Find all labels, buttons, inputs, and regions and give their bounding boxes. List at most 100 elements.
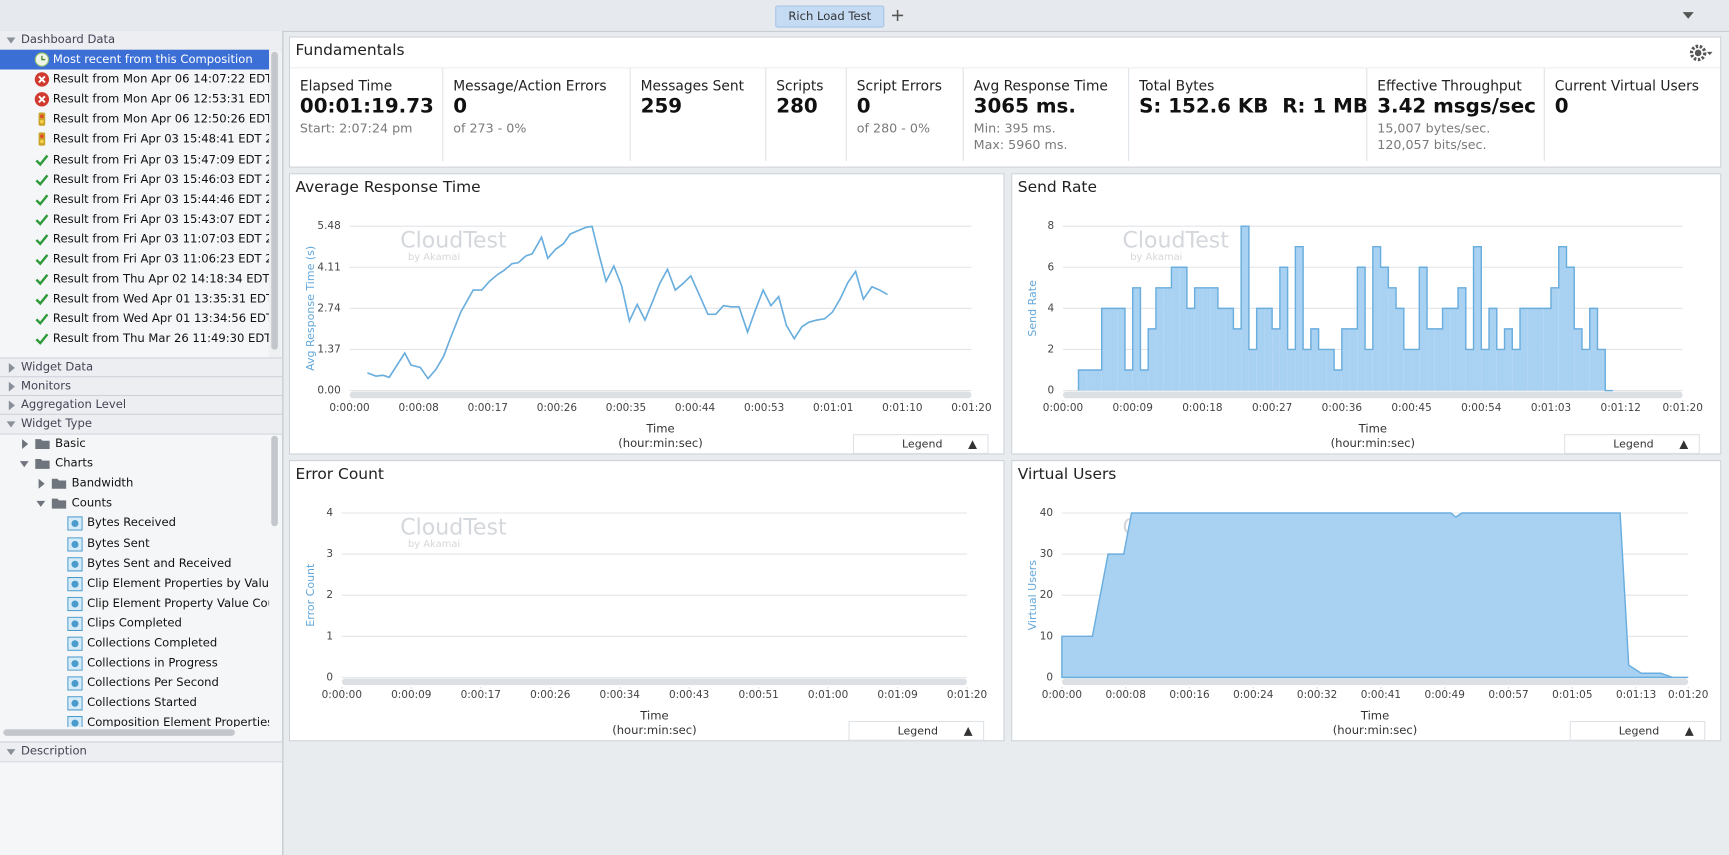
dashboard: Fundamentals Elapsed Time 00:01:19.73 Start…: [283, 31, 1729, 855]
expand-arrow[interactable]: [7, 400, 17, 411]
result-row[interactable]: Result from Fri Apr 03 11:06:23 EDT 2020: [0, 249, 269, 269]
arrow-shape: [6, 749, 16, 756]
result-label: Result from Fri Apr 03 15:47:09 EDT 2020: [52, 152, 269, 167]
chart-title: Error Count: [295, 465, 384, 484]
tree-row[interactable]: Charts: [0, 454, 269, 474]
tree-label: Clip Element Properties by Value: [87, 576, 270, 590]
legend-box: [1564, 434, 1700, 454]
folder-icon: [35, 439, 50, 450]
result-row[interactable]: Result from Mon Apr 06 12:53:31 EDT 2020: [0, 90, 269, 110]
expand-arrow[interactable]: [6, 747, 17, 757]
section-header[interactable]: Dashboard Data: [0, 30, 283, 51]
metric-detail: of 280 - 0%: [856, 120, 931, 136]
range-slider[interactable]: [1061, 678, 1689, 686]
area-step: [1357, 267, 1366, 391]
widget-icon: [67, 536, 83, 552]
expand-arrow[interactable]: [6, 419, 17, 429]
expand-arrow[interactable]: [7, 381, 17, 392]
tree-row[interactable]: Bytes Sent: [0, 533, 269, 553]
range-slider[interactable]: [349, 391, 972, 399]
expand-arrow[interactable]: [7, 362, 17, 373]
settings-button[interactable]: [1689, 44, 1713, 62]
widget-glyph: [71, 660, 79, 668]
result-row[interactable]: Result from Fri Apr 03 15:43:07 EDT 2020: [0, 209, 269, 229]
result-label: Result from Mon Apr 06 12:53:31 EDT 2020: [52, 92, 269, 107]
result-row[interactable]: Result from Fri Apr 03 15:47:09 EDT 2020: [0, 149, 269, 169]
tree-row[interactable]: Collections in Progress: [0, 653, 269, 673]
clock-hand: [41, 55, 46, 61]
result-row[interactable]: Result from Fri Apr 03 15:48:41 EDT 2020: [0, 130, 269, 150]
add-tab-button[interactable]: [890, 8, 905, 23]
tree-row[interactable]: Bandwidth: [0, 473, 269, 493]
tab[interactable]: Rich Load Test: [775, 5, 885, 28]
result-row[interactable]: Result from Mon Apr 06 14:07:22 EDT 2020: [0, 70, 269, 90]
result-row[interactable]: Result from Thu Apr 02 14:18:34 EDT 2020: [0, 269, 269, 289]
result-row[interactable]: Result from Fri Apr 03 15:46:03 EDT 2020: [0, 169, 269, 189]
expand-arrow[interactable]: [36, 479, 46, 489]
y-tick-label: 30: [1040, 548, 1053, 560]
result-row[interactable]: Result from Wed Apr 01 13:35:31 EDT 2020: [0, 289, 269, 309]
tree-row[interactable]: Collections Completed: [0, 633, 269, 653]
x-tick-label: 0:00:17: [468, 402, 508, 414]
status-icon: [35, 313, 49, 326]
tree-row[interactable]: Collections Per Second: [0, 673, 269, 693]
area-step: [1372, 246, 1381, 391]
legend-button[interactable]: Legend: [848, 720, 985, 741]
y-tick-label: 4.11: [317, 261, 340, 273]
tree-row[interactable]: Clips Completed: [0, 613, 269, 633]
legend-button[interactable]: Legend: [852, 434, 989, 454]
metric: Message/Action Errors 0 of 273 - 0%: [442, 68, 631, 162]
area-step: [1396, 308, 1404, 391]
tree-row[interactable]: Counts: [0, 493, 269, 513]
expand-arrow[interactable]: [19, 459, 30, 469]
widget-glyph: [71, 620, 79, 628]
tree-label: Collections in Progress: [87, 656, 218, 670]
result-row[interactable]: Result from Wed Apr 01 13:34:56 EDT 2020: [0, 309, 269, 329]
x-tick-label: 0:00:09: [391, 689, 431, 701]
area-step: [1489, 308, 1497, 391]
section-header[interactable]: Widget Type: [0, 413, 283, 435]
area: [1061, 512, 1689, 679]
legend-button[interactable]: Legend: [1569, 720, 1706, 741]
section-header[interactable]: Description: [0, 741, 283, 763]
result-row[interactable]: Most recent from this Composition: [0, 49, 270, 70]
expand-arrow[interactable]: [6, 35, 17, 45]
arrow-shape: [22, 439, 29, 450]
sidebar: Dashboard Data Most recent from this Comp…: [0, 30, 284, 855]
tree-row[interactable]: Basic: [0, 434, 269, 454]
tree-row[interactable]: Bytes Sent and Received: [0, 553, 269, 573]
folder-icon: [51, 498, 67, 509]
result-row[interactable]: Result from Thu Mar 26 11:49:30 EDT 2020: [0, 329, 269, 349]
tree-row[interactable]: Clip Element Property Value Count: [0, 593, 269, 613]
result-row[interactable]: Result from Fri Apr 03 11:07:03 EDT 2020: [0, 229, 269, 249]
expand-arrow[interactable]: [20, 439, 30, 450]
result-row[interactable]: Result from Fri Apr 03 15:44:46 EDT 2020: [0, 189, 269, 209]
range-slider[interactable]: [341, 678, 968, 686]
x-tick-label: 0:00:34: [600, 689, 641, 701]
widget-glyph: [71, 520, 79, 528]
tree-row[interactable]: Bytes Received: [0, 513, 269, 533]
result-row[interactable]: Result from Mon Apr 06 12:50:26 EDT 2020: [0, 110, 269, 130]
metric-value: S: 152.6 KB R: 1 MB: [1139, 94, 1368, 119]
legend-button[interactable]: Legend: [1564, 434, 1700, 454]
x-tick-label: 0:01:00: [808, 689, 848, 701]
menu-dropdown[interactable]: [1682, 10, 1695, 21]
range-slider[interactable]: [1062, 391, 1683, 399]
gear-inner: [1694, 49, 1702, 57]
y-tick-label: 6: [1047, 261, 1054, 273]
warning-icon: [38, 132, 46, 147]
tree-row[interactable]: Composition Element Properties by V: [0, 713, 269, 728]
error-x: [38, 75, 46, 84]
tree-row[interactable]: Clip Element Properties by Value: [0, 573, 269, 593]
x-tick-label: 0:00:51: [738, 689, 778, 701]
x-tick-label: 0:01:13: [1616, 689, 1656, 701]
tree-row[interactable]: Collections Started: [0, 693, 269, 713]
status-icon: [35, 333, 49, 346]
y-axis-label: Error Count: [304, 563, 317, 627]
expand-arrow[interactable]: [36, 499, 46, 509]
area-step: [1272, 328, 1280, 391]
area-step: [1349, 328, 1358, 391]
x-tick-label: 0:00:00: [322, 689, 362, 701]
watermark-subtitle: by Akamai: [408, 539, 460, 550]
